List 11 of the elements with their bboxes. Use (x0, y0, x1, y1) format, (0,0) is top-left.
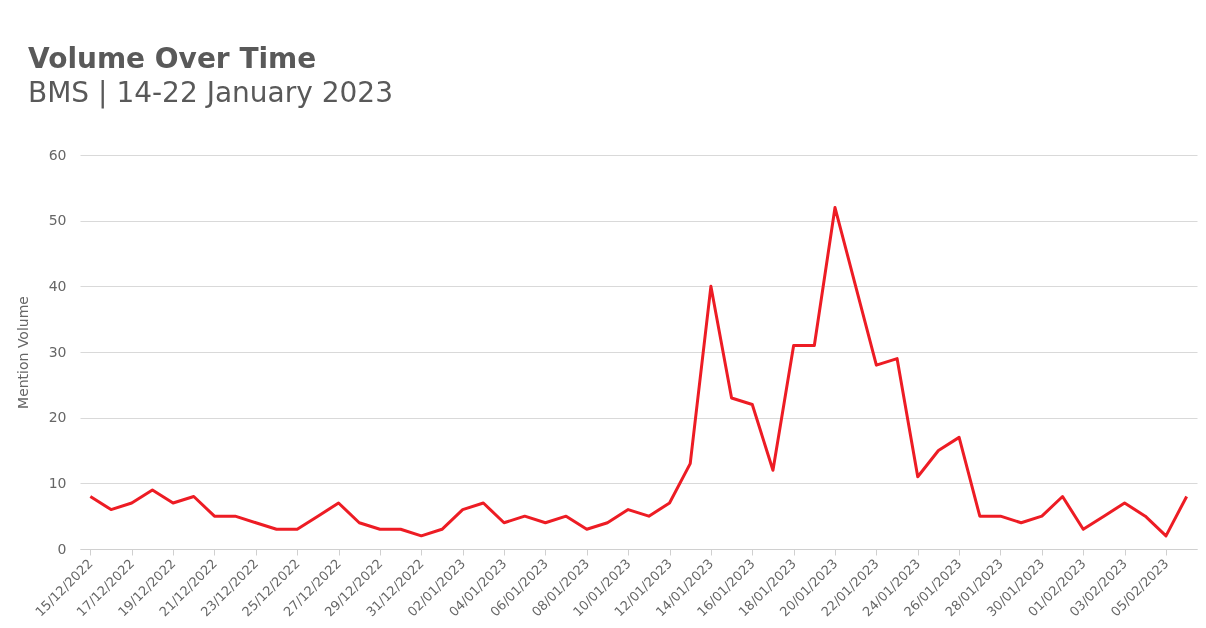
y-tick-label: 20 (48, 409, 67, 426)
y-tick-label: 0 (57, 540, 67, 557)
y-tick-label: 60 (48, 146, 67, 163)
y-tick-label: 10 (48, 474, 67, 491)
y-tick-label: 50 (48, 212, 67, 229)
y-tick-label: 30 (48, 343, 67, 360)
y-axis-title: Mention Volume (14, 296, 31, 409)
chart-subtitle: BMS | 14-22 January 2023 (28, 76, 393, 109)
line-series (88, 206, 1189, 538)
chart-title: Volume Over Time (28, 42, 317, 75)
y-tick-label: 40 (48, 277, 67, 294)
